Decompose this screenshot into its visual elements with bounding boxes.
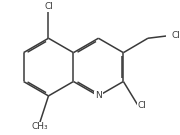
Text: N: N xyxy=(95,91,102,100)
Text: Cl: Cl xyxy=(172,31,180,40)
Text: CH₃: CH₃ xyxy=(31,122,48,131)
Text: Cl: Cl xyxy=(138,101,147,110)
Text: Cl: Cl xyxy=(44,2,53,11)
